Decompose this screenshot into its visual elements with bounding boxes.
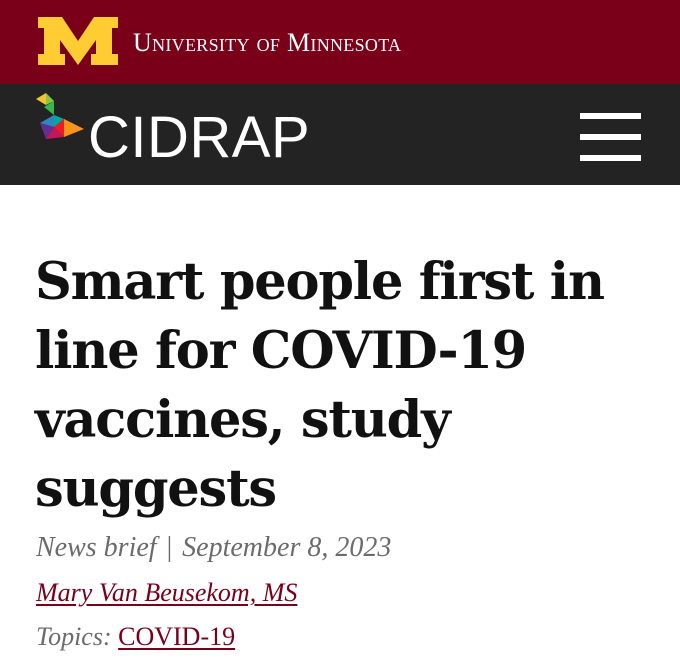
topics-label: Topics: xyxy=(36,622,112,651)
article-meta: News brief | September 8, 2023 xyxy=(36,532,391,564)
cidrap-logo-mark-icon[interactable] xyxy=(34,93,86,155)
meta-separator: | xyxy=(166,532,173,563)
menu-line xyxy=(580,155,641,161)
hamburger-menu-icon[interactable] xyxy=(575,109,647,165)
university-header-bar xyxy=(0,0,680,84)
cidrap-nav-bar xyxy=(0,84,680,185)
menu-line xyxy=(580,113,641,119)
cidrap-brand-name[interactable]: CIDRAP xyxy=(88,105,311,170)
topics-line: Topics: COVID-19 xyxy=(36,622,235,652)
article-date: September 8, 2023 xyxy=(182,532,392,563)
menu-line xyxy=(580,134,641,140)
topic-link-covid-19[interactable]: COVID-19 xyxy=(118,622,236,651)
article-title: Smart people first in line for COVID-19 … xyxy=(35,252,605,519)
university-name[interactable]: University of Minnesota xyxy=(133,28,402,57)
university-m-logo-icon[interactable] xyxy=(34,15,122,67)
author-link[interactable]: Mary Van Beusekom, MS xyxy=(36,578,298,607)
article-type: News brief xyxy=(36,532,157,563)
